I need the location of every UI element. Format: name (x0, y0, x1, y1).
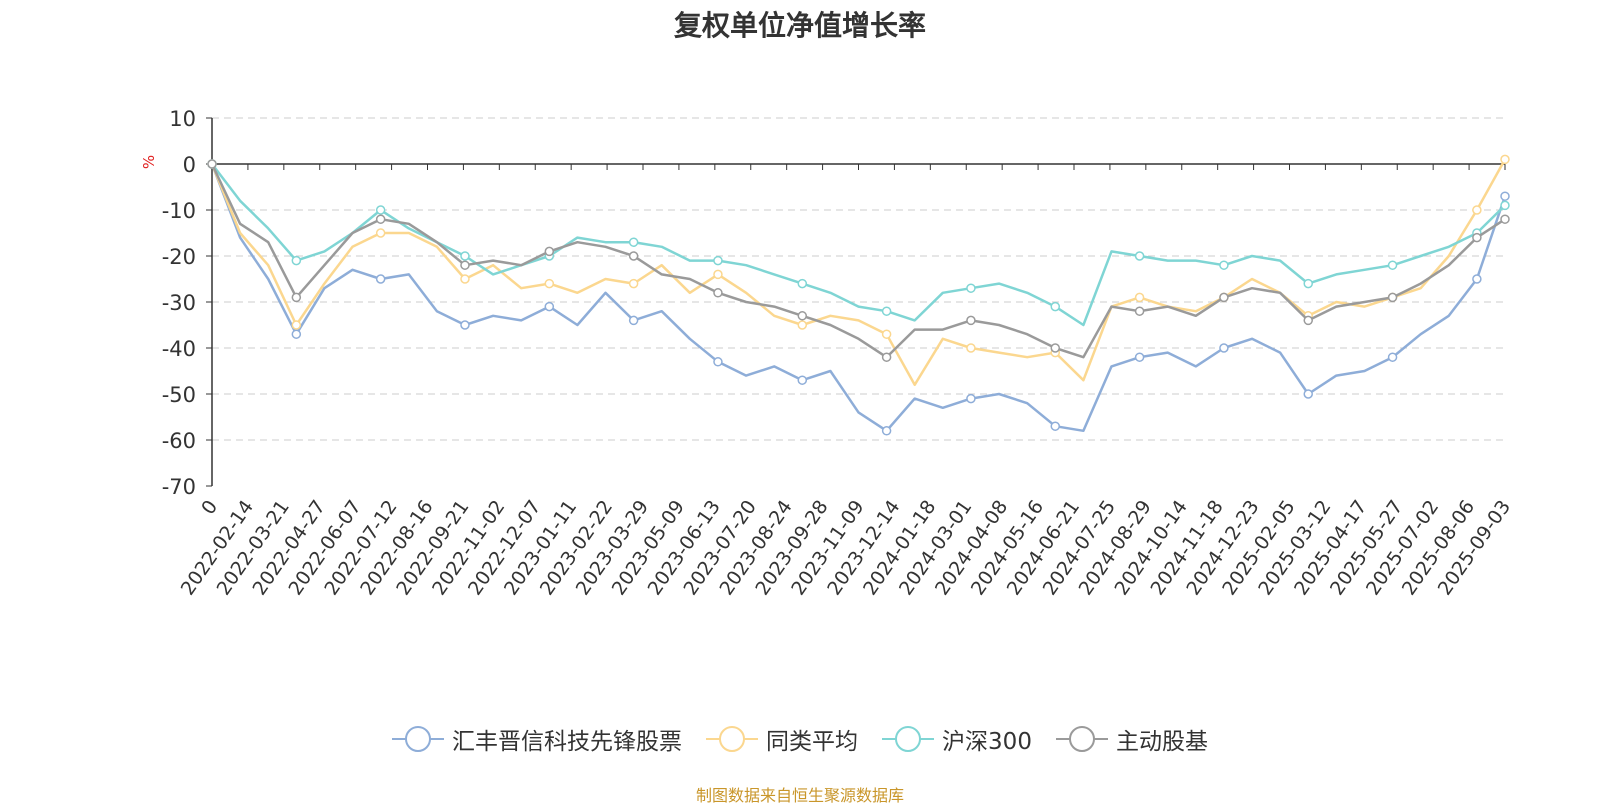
data-point (1472, 232, 1482, 243)
data-point (1050, 301, 1061, 312)
data-point (1134, 306, 1145, 316)
data-point (713, 357, 723, 367)
legend-label: 沪深300 (942, 729, 1032, 755)
data-point (966, 393, 976, 404)
data-point (881, 352, 892, 362)
data-point (375, 274, 386, 284)
y-tick-label: -10 (162, 199, 196, 223)
series-lines (207, 154, 1510, 436)
data-source-note: 制图数据来自恒生聚源数据库 (695, 786, 904, 805)
data-point (1050, 421, 1061, 431)
series-line-1 (210, 158, 1507, 387)
data-point (544, 278, 555, 289)
data-point (713, 269, 723, 280)
data-point (797, 375, 808, 385)
x-tick-label: 0 (197, 496, 222, 519)
data-point (1134, 292, 1145, 303)
data-point (1219, 260, 1229, 270)
data-point (291, 292, 302, 303)
data-point (1134, 251, 1145, 261)
legend-label: 同类平均 (766, 729, 859, 755)
data-point (628, 237, 639, 247)
data-point (1500, 154, 1510, 165)
data-point (1500, 191, 1510, 201)
data-point (375, 214, 386, 224)
data-point (1050, 343, 1061, 353)
legend-circle-icon (392, 726, 445, 752)
data-point (1472, 274, 1482, 284)
data-point (1219, 292, 1229, 303)
data-point (1387, 260, 1398, 270)
data-point (628, 315, 639, 326)
data-point (375, 228, 386, 238)
data-point (291, 255, 302, 266)
data-point (966, 283, 976, 293)
data-point (881, 306, 892, 316)
data-point (1219, 343, 1229, 353)
data-point (628, 278, 639, 289)
data-point (1303, 389, 1313, 399)
legend-item[interactable]: 沪深300 (882, 722, 1032, 756)
legend-circle-icon (706, 726, 759, 752)
x-axis: 02022-02-142022-03-212022-04-272022-06-0… (177, 163, 1515, 599)
legend-circle-icon (1055, 726, 1108, 752)
legend-label: 主动股基 (1115, 729, 1208, 755)
data-point (1387, 352, 1398, 362)
series-line-0 (210, 163, 1507, 433)
data-point (1472, 205, 1482, 215)
y-tick-label: -30 (162, 291, 196, 315)
legend-circle-icon (882, 726, 935, 752)
data-point (544, 301, 555, 312)
data-point (966, 315, 976, 326)
data-point (460, 251, 470, 261)
series-line-2 (211, 163, 1506, 327)
data-point (1303, 315, 1313, 326)
y-tick-label: -40 (162, 337, 196, 361)
data-point (797, 278, 808, 289)
data-point (207, 159, 217, 169)
data-point (544, 246, 555, 257)
data-point (375, 205, 386, 215)
legend-item[interactable]: 汇丰晋信科技先锋股票 (392, 722, 682, 756)
data-point (1387, 292, 1398, 303)
data-point (291, 329, 302, 339)
data-point (713, 288, 723, 298)
data-point (291, 320, 302, 330)
data-point (1303, 278, 1313, 289)
y-tick-label: -20 (162, 245, 196, 269)
chart-title: 复权单位净值增长率 (673, 9, 926, 42)
data-point (460, 320, 470, 330)
data-point (1500, 200, 1510, 211)
y-axis: 10 0 -10 -20 -30 -40 -50 -60 -70 (162, 107, 213, 499)
y-tick-label: 10 (169, 107, 196, 131)
y-tick-label: -50 (162, 383, 196, 407)
legend-item[interactable]: 同类平均 (706, 722, 858, 756)
data-point (797, 311, 808, 321)
data-point (966, 343, 976, 353)
y-tick-label: -60 (162, 429, 196, 453)
legend-item[interactable]: 主动股基 (1055, 722, 1208, 756)
data-point (713, 255, 723, 266)
data-point (628, 251, 639, 261)
data-point (797, 320, 808, 330)
y-axis-unit: % (140, 155, 158, 169)
data-point (1500, 214, 1510, 224)
data-point (460, 260, 470, 270)
y-tick-label: -70 (162, 475, 196, 499)
data-point (460, 274, 470, 284)
y-tick-label: 0 (183, 153, 196, 177)
data-point (881, 329, 892, 339)
data-point (1134, 352, 1145, 362)
legend: 汇丰晋信科技先锋股票 同类平均 沪深300 主动股基 (0, 722, 1600, 756)
legend-label: 汇丰晋信科技先锋股票 (452, 729, 683, 755)
line-chart: 10 0 -10 -20 -30 -40 -50 -60 -70 02022-02-142022… (140, 107, 1515, 599)
series-line-3 (210, 163, 1506, 359)
data-point (881, 426, 892, 436)
